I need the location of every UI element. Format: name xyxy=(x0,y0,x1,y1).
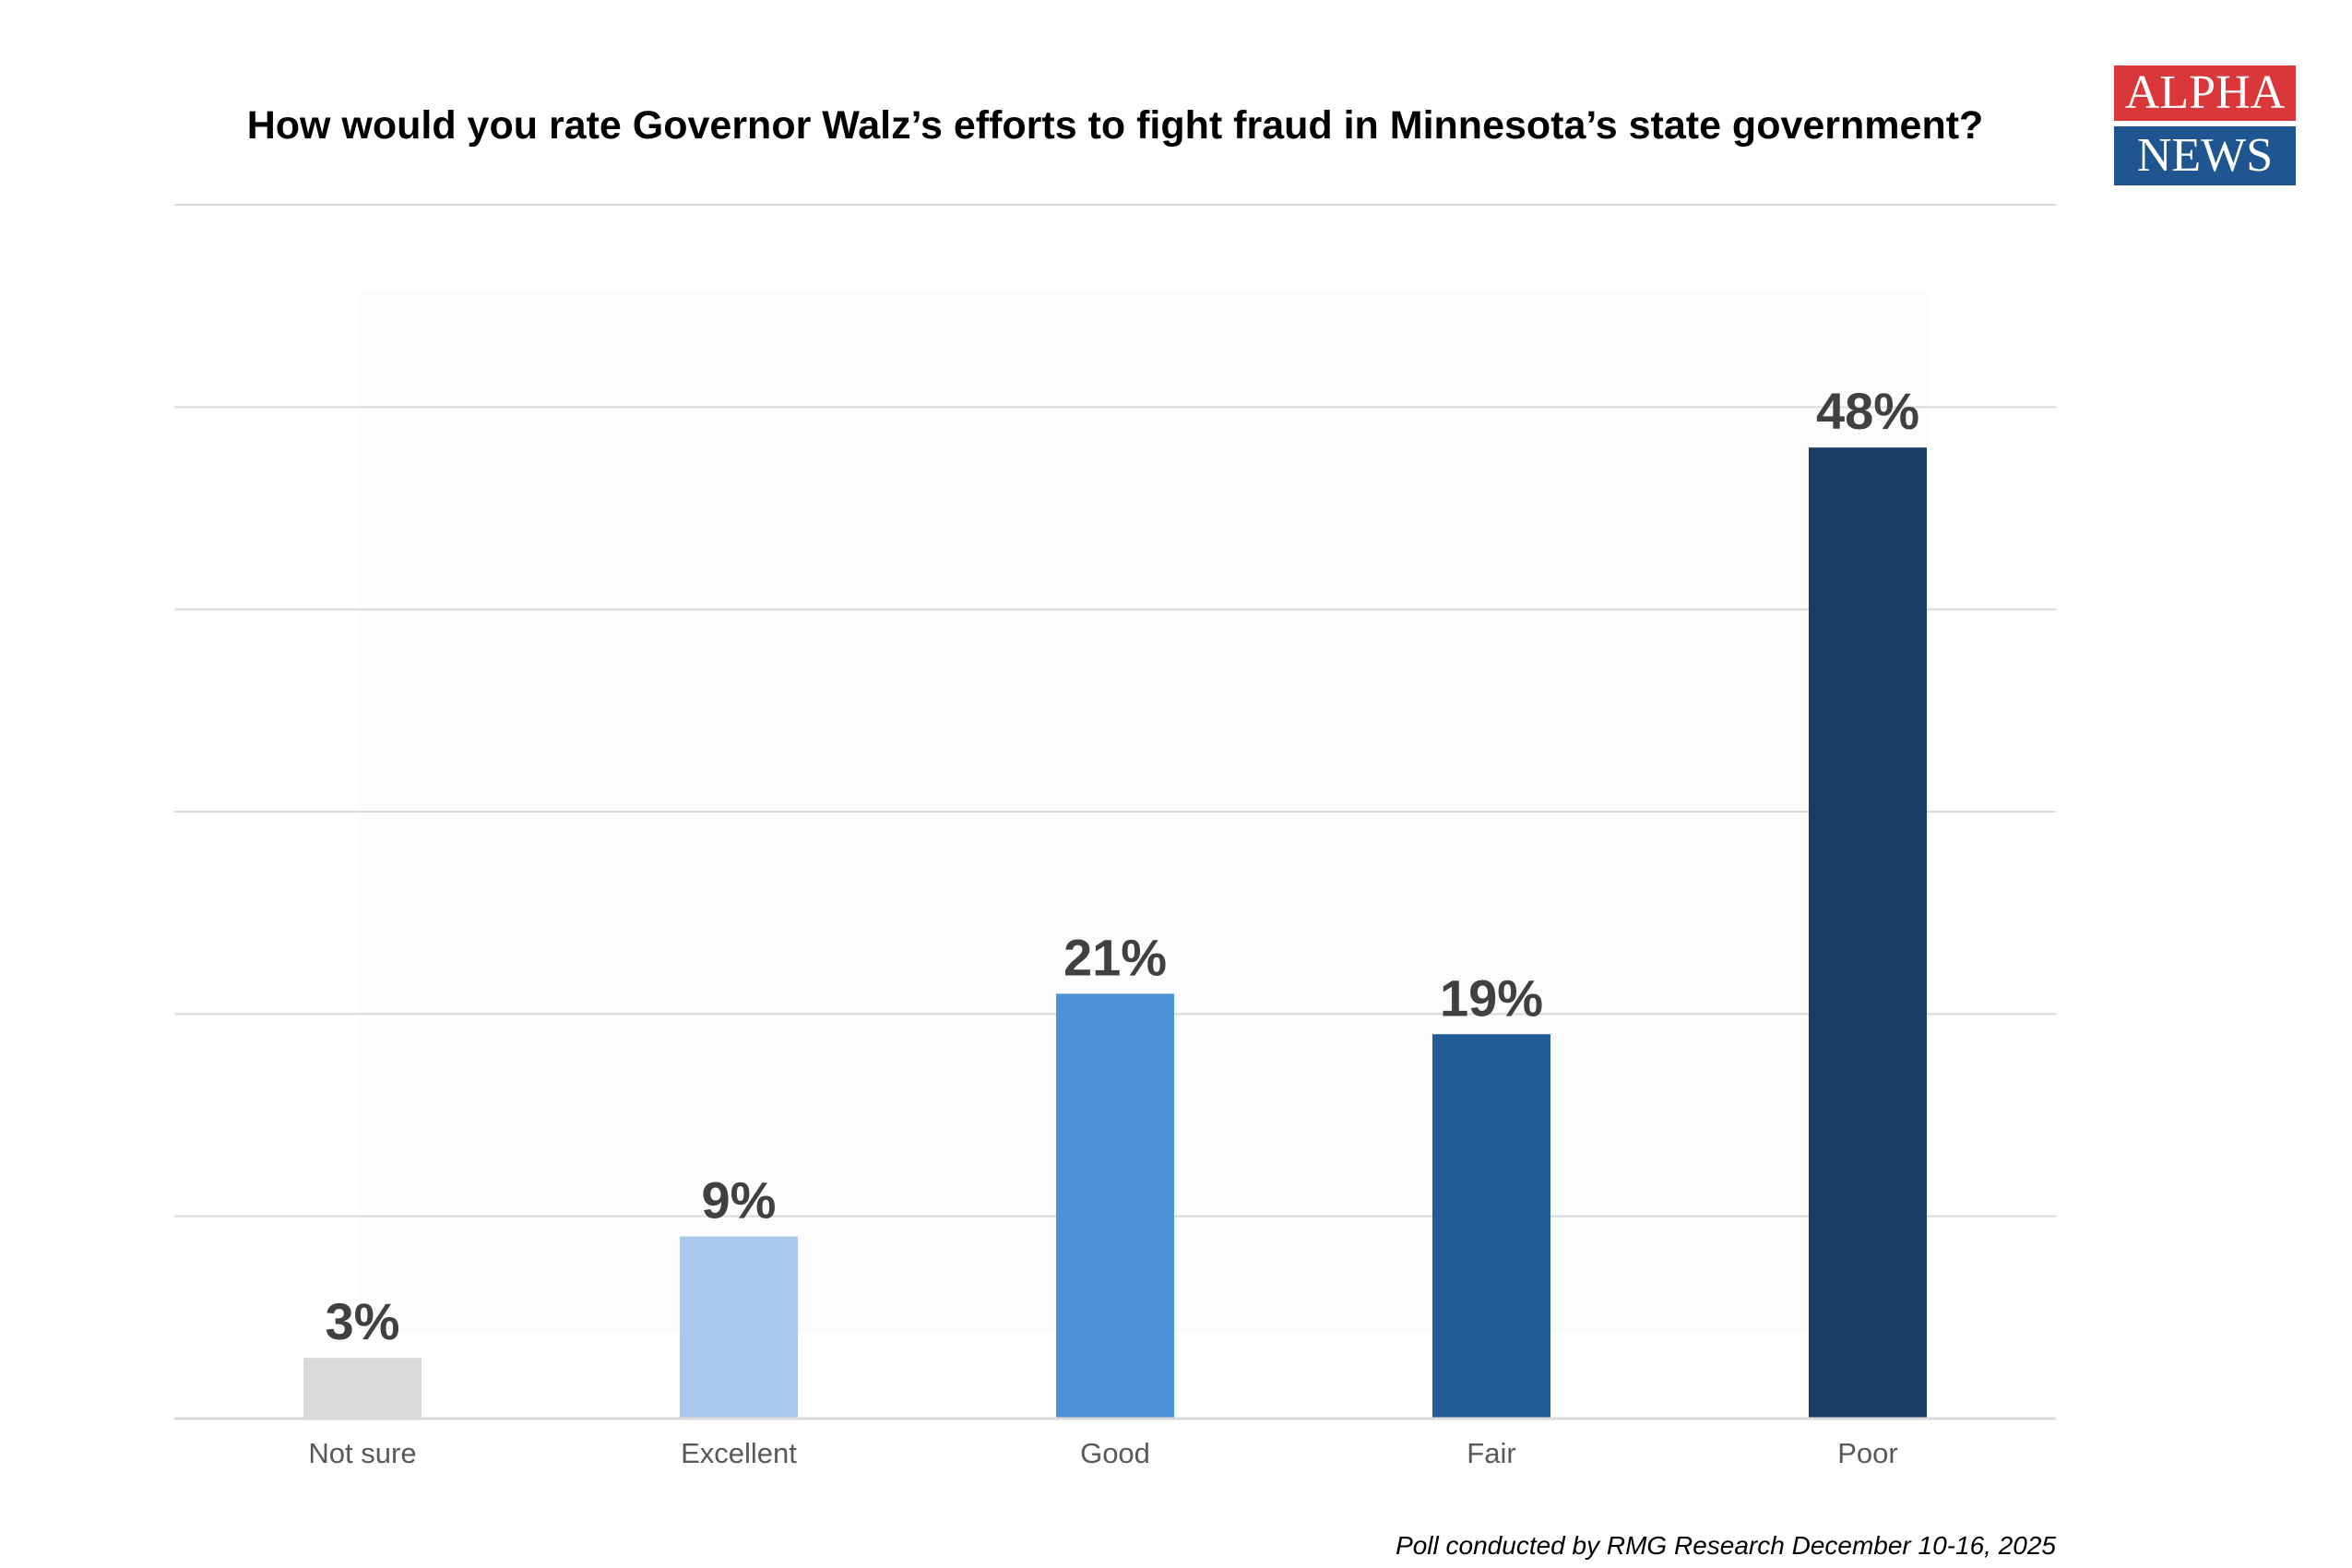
bar-not-sure xyxy=(303,1358,422,1419)
logo-bottom: NEWS xyxy=(2114,126,2296,185)
alpha-news-logo: ALPHA NEWS xyxy=(2114,65,2296,185)
logo-top: ALPHA xyxy=(2114,65,2296,121)
bar-excellent xyxy=(680,1236,798,1419)
source-note: Poll conducted by RMG Research December … xyxy=(1396,1531,2056,1560)
data-label: 48% xyxy=(1816,382,1919,440)
data-label: 3% xyxy=(326,1292,400,1350)
data-label: 19% xyxy=(1440,968,1543,1027)
category-label: Not sure xyxy=(308,1437,416,1469)
category-label: Good xyxy=(1080,1437,1150,1469)
data-label: 21% xyxy=(1063,928,1167,986)
chart-title: How would you rate Governor Walz’s effor… xyxy=(246,103,1984,148)
bar-fair xyxy=(1432,1034,1550,1419)
category-label: Excellent xyxy=(681,1437,797,1469)
data-label: 9% xyxy=(702,1171,777,1229)
category-label: Poor xyxy=(1837,1437,1897,1469)
category-label: Fair xyxy=(1467,1437,1515,1469)
bar-good xyxy=(1056,993,1174,1419)
bar-poor xyxy=(1809,447,1927,1420)
